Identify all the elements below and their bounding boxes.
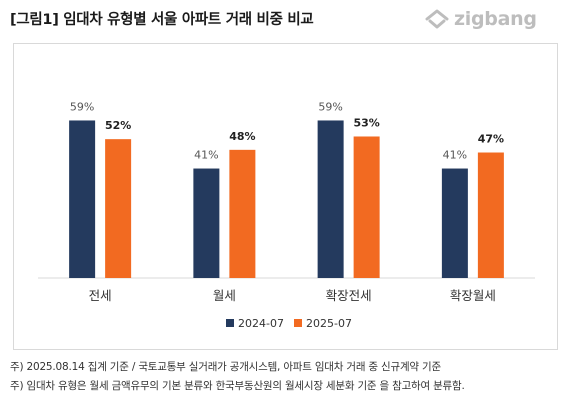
footnote-classification: 주) 임대차 유형은 월세 금액유무의 기본 분류와 한국부동산원의 월세시장 … <box>10 380 465 392</box>
data-label-전세-2024-07: 59% <box>70 100 94 113</box>
bar-월세-2025-07 <box>229 149 256 278</box>
data-label-확장월세-2024-07: 41% <box>443 149 467 162</box>
data-label-확장전세-2024-07: 59% <box>318 100 342 113</box>
bar-월세-2024-07 <box>193 168 220 278</box>
category-label-월세: 월세 <box>213 288 236 303</box>
bar-chart: 59% 52% 전세 41% 48% 월세 59% 53% 확장전세 41% 47% 확장월세 2024… <box>38 100 535 330</box>
zigbang-logo: zigbang <box>424 8 537 30</box>
data-label-확장월세-2025-07: 47% <box>478 133 504 146</box>
legend-swatch-2025-07 <box>294 319 302 327</box>
data-label-월세-2024-07: 41% <box>194 149 218 162</box>
bar-확장월세-2024-07 <box>441 168 468 278</box>
legend-label-2024-07: 2024-07 <box>238 317 284 330</box>
category-label-확장월세: 확장월세 <box>450 288 496 303</box>
data-label-월세-2025-07: 48% <box>229 130 255 143</box>
zigbang-house-icon <box>425 9 449 29</box>
category-label-전세: 전세 <box>89 288 112 303</box>
category-label-확장전세: 확장전세 <box>326 288 372 303</box>
footnote-source: 주) 2025.08.14 집계 기준 / 국토교통부 실거래가 공개시스템, … <box>10 361 441 373</box>
logo-text: zigbang <box>454 8 537 30</box>
chart-frame: 59% 52% 전세 41% 48% 월세 59% 53% 확장전세 41% 47% 확장월세 2024… <box>13 43 558 350</box>
chart-title: [그림1] 임대차 유형별 서울 아파트 거래 비중 비교 <box>10 12 314 28</box>
data-label-확장전세-2025-07: 53% <box>353 116 379 129</box>
legend-label-2025-07: 2025-07 <box>306 317 352 330</box>
bar-확장전세-2024-07 <box>317 120 344 278</box>
bar-전세-2024-07 <box>69 120 96 278</box>
bar-확장월세-2025-07 <box>477 152 504 278</box>
data-label-전세-2025-07: 52% <box>105 119 131 132</box>
bar-전세-2025-07 <box>105 139 132 278</box>
legend-swatch-2024-07 <box>226 319 234 327</box>
bar-확장전세-2025-07 <box>353 136 380 278</box>
